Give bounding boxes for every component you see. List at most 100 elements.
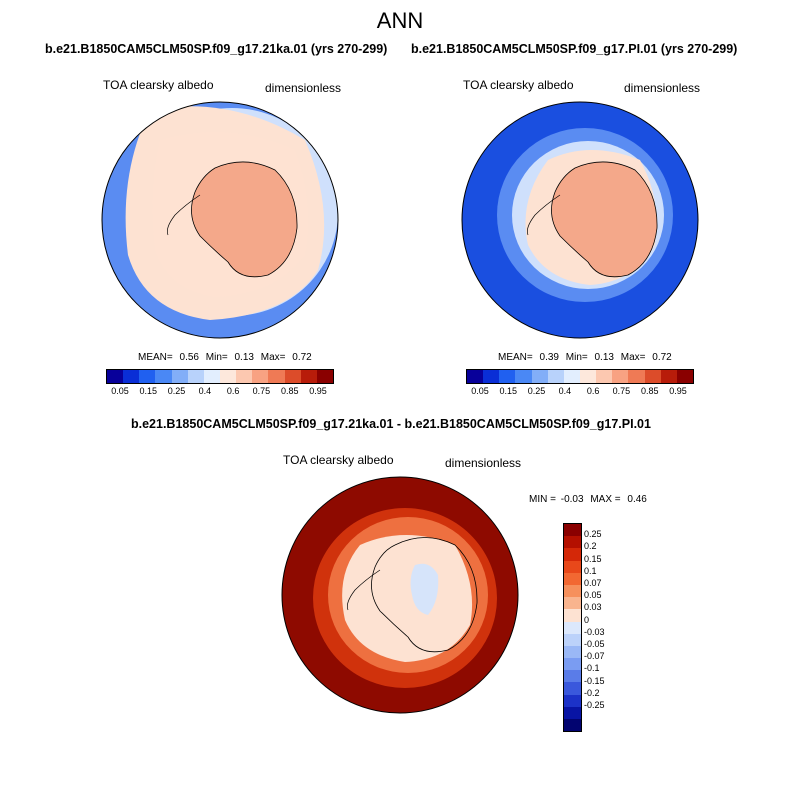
diff-min-label: MIN = bbox=[529, 494, 556, 505]
panel1-colorbar bbox=[106, 369, 334, 384]
colorbar-tick-label: 0.75 bbox=[612, 386, 631, 396]
colorbar-swatch bbox=[123, 370, 140, 383]
colorbar-swatch bbox=[316, 370, 333, 383]
panel2-variable-label: TOA clearsky albedo bbox=[463, 78, 574, 92]
panel1-stats: MEAN= 0.56 Min= 0.13 Max= 0.72 bbox=[138, 352, 312, 363]
panel2-mean-label: MEAN= bbox=[498, 352, 533, 363]
panel2-case-title: b.e21.B1850CAM5CLM50SP.f09_g17.PI.01 (yr… bbox=[411, 42, 738, 56]
colorbar-tick-label: -0.25 bbox=[584, 700, 605, 710]
colorbar-swatch bbox=[579, 370, 597, 383]
panel2-antarctica bbox=[551, 161, 658, 278]
colorbar-swatch bbox=[139, 370, 156, 383]
colorbar-tick-label: 0.6 bbox=[586, 386, 600, 396]
colorbar-tick-label: 0.25 bbox=[527, 386, 546, 396]
colorbar-tick-label: 0.25 bbox=[584, 529, 602, 540]
diff-interior bbox=[342, 535, 473, 662]
colorbar-swatch bbox=[563, 370, 580, 383]
colorbar-swatch bbox=[564, 584, 581, 598]
colorbar-swatch bbox=[187, 370, 204, 383]
colorbar-swatch bbox=[612, 370, 629, 383]
panel1-case-title: b.e21.B1850CAM5CLM50SP.f09_g17.21ka.01 (… bbox=[45, 42, 388, 56]
panel1-max-label: Max= bbox=[260, 352, 286, 363]
diff-units-label: dimensionless bbox=[445, 456, 522, 470]
diff-antarctica-outline bbox=[371, 537, 478, 653]
main-title: ANN bbox=[376, 8, 424, 33]
panel1-map-border bbox=[101, 101, 339, 339]
colorbar-swatch bbox=[219, 370, 237, 383]
panel2-stats: MEAN= 0.39 Min= 0.13 Max= 0.72 bbox=[498, 352, 672, 363]
panel2-max-label: Max= bbox=[620, 352, 646, 363]
colorbar-swatch bbox=[564, 645, 581, 659]
colorbar-swatch bbox=[236, 370, 253, 383]
colorbar-tick-label: -0.05 bbox=[584, 639, 605, 649]
colorbar-swatch bbox=[499, 370, 516, 383]
colorbar-swatch bbox=[660, 370, 677, 383]
colorbar-swatch bbox=[564, 694, 581, 707]
colorbar-tick-label: -0.2 bbox=[584, 687, 600, 698]
panel2-units-label: dimensionless bbox=[624, 81, 701, 95]
colorbar-swatch bbox=[564, 719, 581, 732]
diff-blue-patch bbox=[410, 563, 439, 615]
panel1-units-label: dimensionless bbox=[265, 81, 342, 95]
diff-colorbar bbox=[563, 523, 582, 733]
colorbar-tick-label: 0.6 bbox=[226, 386, 240, 396]
panel2-min-value: 0.13 bbox=[594, 352, 614, 363]
colorbar-swatch bbox=[107, 370, 124, 383]
colorbar-swatch bbox=[171, 370, 188, 383]
colorbar-swatch bbox=[644, 370, 661, 383]
colorbar-tick-label: -0.03 bbox=[584, 626, 605, 637]
colorbar-tick-label: 0.95 bbox=[669, 386, 687, 396]
colorbar-tick-label: 0.03 bbox=[584, 602, 602, 613]
colorbar-tick-label: -0.07 bbox=[584, 651, 605, 662]
colorbar-swatch bbox=[564, 609, 581, 622]
diff-max-value: 0.46 bbox=[627, 494, 647, 505]
colorbar-tick-label: 0.4 bbox=[198, 386, 212, 396]
colorbar-tick-label: -0.1 bbox=[584, 663, 600, 674]
colorbar-swatch bbox=[564, 633, 581, 646]
panel1-min-value: 0.13 bbox=[234, 352, 254, 363]
colorbar-swatch bbox=[564, 706, 581, 719]
colorbar-tick-label: 0.05 bbox=[111, 386, 129, 396]
colorbar-swatch bbox=[596, 370, 613, 383]
panel2-map-border bbox=[461, 101, 699, 339]
colorbar-swatch bbox=[564, 536, 581, 549]
panel2-peninsula bbox=[526, 194, 561, 236]
panel1-min-label: Min= bbox=[205, 352, 228, 363]
diff-min-value: -0.03 bbox=[560, 494, 584, 505]
colorbar-swatch bbox=[564, 572, 581, 585]
colorbar-swatch bbox=[268, 370, 285, 383]
colorbar-tick-label: 0.1 bbox=[584, 565, 597, 576]
colorbar-swatch bbox=[531, 370, 548, 383]
diff-minmax: MIN = -0.03 MAX = 0.46 bbox=[529, 494, 647, 505]
panel1-antarctica bbox=[191, 161, 298, 278]
colorbar-swatch bbox=[564, 682, 581, 695]
colorbar-swatch bbox=[564, 548, 581, 561]
colorbar-swatch bbox=[483, 370, 500, 383]
colorbar-swatch bbox=[564, 658, 581, 671]
colorbar-tick-label: 0.95 bbox=[309, 386, 327, 396]
colorbar-swatch bbox=[564, 524, 581, 537]
panel2-min-label: Min= bbox=[565, 352, 588, 363]
panel1-mean-label: MEAN= bbox=[138, 352, 173, 363]
colorbar-tick-label: 0.75 bbox=[252, 386, 271, 396]
colorbar-swatch bbox=[515, 370, 532, 383]
colorbar-tick-label: 0.85 bbox=[640, 386, 659, 396]
panel2-mean-value: 0.39 bbox=[539, 352, 559, 363]
diff-max-label: MAX = bbox=[590, 494, 621, 505]
colorbar-tick-label: 0.25 bbox=[167, 386, 186, 396]
colorbar-swatch bbox=[564, 560, 581, 573]
colorbar-tick-label: 0 bbox=[584, 614, 590, 625]
panel2-max-value: 0.72 bbox=[652, 352, 672, 363]
panel1-peninsula bbox=[166, 194, 201, 236]
colorbar-tick-label: -0.15 bbox=[584, 675, 605, 686]
colorbar-swatch bbox=[155, 370, 172, 383]
colorbar-swatch bbox=[300, 370, 317, 383]
colorbar-swatch bbox=[467, 370, 484, 383]
colorbar-tick-label: 0.05 bbox=[584, 590, 602, 601]
diff-case-title: b.e21.B1850CAM5CLM50SP.f09_g17.21ka.01 -… bbox=[131, 417, 651, 431]
colorbar-swatch bbox=[564, 621, 581, 634]
panel1-mean-value: 0.56 bbox=[179, 352, 199, 363]
